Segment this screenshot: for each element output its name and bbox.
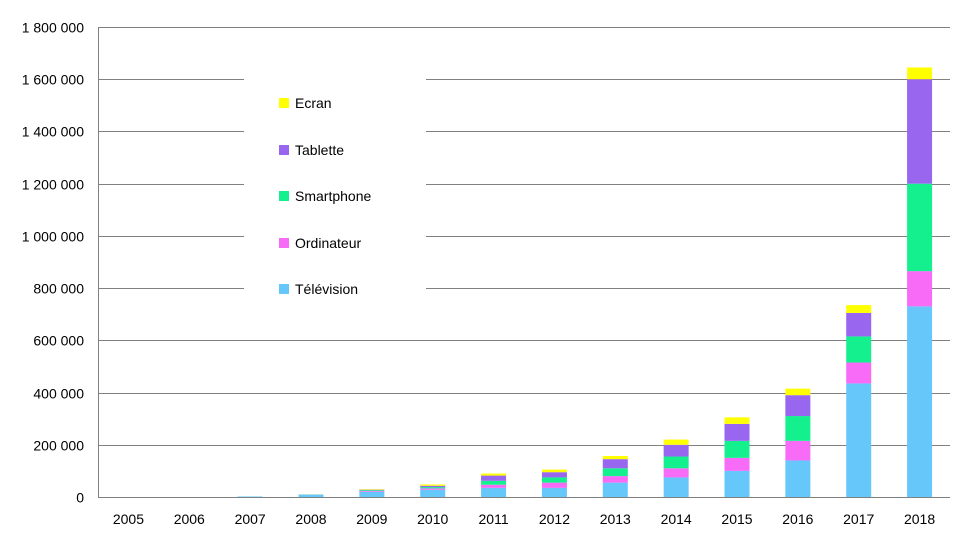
legend-swatch [279,238,289,248]
bar-segment [359,492,384,497]
y-tick-label: 1 400 000 [22,124,84,140]
x-tick-label: 2005 [113,511,144,527]
bar-segment [481,488,506,497]
x-tick-label: 2010 [417,511,448,527]
axes: 0 200 000 400 000 600 000 800 000 1 000 000 1 … [22,20,950,528]
y-tick-label: 1 600 000 [22,72,84,88]
bar-segment [542,477,567,482]
legend-label: Ecran [295,95,332,111]
x-tick-label: 2016 [782,511,813,527]
legend: Ecran Tablette Smartphone Ordinateur Télévis… [244,79,426,311]
bar-segment [785,395,810,416]
bar-segment [481,476,506,481]
y-tick-label: 1 200 000 [22,177,84,193]
legend-swatch [279,191,289,201]
bar-segment [481,474,506,476]
bar-segment [420,490,445,497]
bar-segment [907,306,932,497]
x-tick-label: 2008 [295,511,326,527]
bar-segment [785,460,810,497]
bar-segment [664,440,689,445]
bar-segment [603,459,628,468]
bar-segment [359,489,384,490]
bar-segment [664,468,689,477]
y-tick-label: 200 000 [33,438,84,454]
legend-label: Tablette [295,142,344,158]
bar-segment [725,458,750,471]
legend-item: Smartphone [279,187,371,205]
bar-segment [846,363,871,384]
bar-segment [603,468,628,476]
bar-segment [907,67,932,79]
x-tick-label: 2015 [721,511,752,527]
bar-segment [299,495,324,497]
bar-segment [542,470,567,473]
bar-segment [420,484,445,485]
bar-segment [725,471,750,497]
y-tick-label: 1 000 000 [22,229,84,245]
x-tick-label: 2006 [174,511,205,527]
bar-segment [603,483,628,497]
y-tick-label: 0 [76,490,84,506]
x-tick-label: 2009 [356,511,387,527]
bar-segment [907,271,932,306]
x-tick-label: 2014 [661,511,692,527]
bar-segment [420,486,445,487]
legend-swatch [279,145,289,155]
y-tick-label: 400 000 [33,386,84,402]
x-tick-label: 2012 [539,511,570,527]
legend-item: Télévision [279,280,358,298]
bar-segment [846,305,871,313]
bar-segment [846,336,871,362]
bar-segment [481,481,506,485]
bar-segment [238,496,263,497]
bar-segment [725,441,750,458]
bar-segment [542,488,567,497]
legend-label: Ordinateur [295,235,361,251]
bar-segment [542,483,567,488]
bar-segment [664,445,689,457]
bar-segment [907,79,932,183]
bar-segment [359,491,384,492]
x-tick-label: 2018 [904,511,935,527]
legend-item: Ordinateur [279,234,361,252]
y-tick-label: 600 000 [33,333,84,349]
bar-segment [603,476,628,483]
y-tick-label: 1 800 000 [22,20,84,36]
bar-segment [785,441,810,461]
bar-segment [420,487,445,488]
bar-segment [846,383,871,497]
gridlines [98,28,950,446]
legend-label: Smartphone [295,188,371,204]
bar-segment [846,313,871,337]
x-tick-label: 2007 [235,511,266,527]
bar-segment [420,488,445,489]
bar-segment [603,456,628,459]
x-tick-label: 2017 [843,511,874,527]
x-tick-label: 2011 [479,511,509,527]
bar-segment [664,457,689,469]
bar-segment [359,490,384,491]
bar-segment [664,477,689,497]
bar-segment [542,472,567,477]
bar-segment [725,424,750,441]
bar-segment [725,417,750,424]
bar-segment [481,485,506,488]
legend-item: Tablette [279,141,344,159]
bar-segment [907,184,932,271]
legend-item: Ecran [279,94,332,112]
legend-label: Télévision [295,281,358,297]
y-tick-label: 800 000 [33,281,84,297]
bar-segment [359,490,384,491]
bar-segment [785,416,810,441]
legend-swatch [279,284,289,294]
x-tick-label: 2013 [600,511,631,527]
bar-segment [785,389,810,396]
legend-swatch [279,98,289,108]
